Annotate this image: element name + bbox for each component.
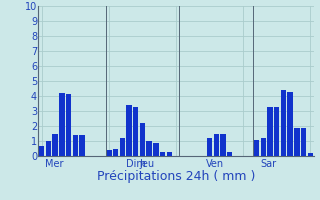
- Bar: [52, 134, 58, 156]
- Bar: [147, 141, 152, 156]
- Bar: [254, 140, 259, 156]
- Bar: [113, 148, 118, 156]
- Bar: [294, 128, 300, 156]
- Text: Mer: Mer: [45, 159, 64, 169]
- Bar: [207, 138, 212, 156]
- Bar: [106, 150, 112, 156]
- Text: Sar: Sar: [260, 159, 276, 169]
- Text: Dim: Dim: [126, 159, 146, 169]
- Bar: [133, 106, 139, 156]
- Bar: [46, 141, 51, 156]
- Bar: [59, 93, 65, 156]
- Bar: [79, 135, 85, 156]
- Text: Ven: Ven: [206, 159, 224, 169]
- Bar: [73, 135, 78, 156]
- Bar: [267, 106, 273, 156]
- Bar: [140, 123, 145, 156]
- Bar: [227, 152, 232, 156]
- Bar: [287, 92, 293, 156]
- Bar: [120, 138, 125, 156]
- Bar: [213, 134, 219, 156]
- Bar: [39, 146, 44, 156]
- Bar: [126, 105, 132, 156]
- Bar: [167, 152, 172, 156]
- Bar: [260, 138, 266, 156]
- Bar: [308, 153, 313, 156]
- Bar: [160, 152, 165, 156]
- Text: Jeu: Jeu: [139, 159, 154, 169]
- Bar: [220, 134, 226, 156]
- X-axis label: Précipitations 24h ( mm ): Précipitations 24h ( mm ): [97, 170, 255, 183]
- Bar: [301, 128, 306, 156]
- Bar: [281, 90, 286, 156]
- Bar: [66, 94, 71, 156]
- Bar: [274, 106, 279, 156]
- Bar: [153, 142, 158, 156]
